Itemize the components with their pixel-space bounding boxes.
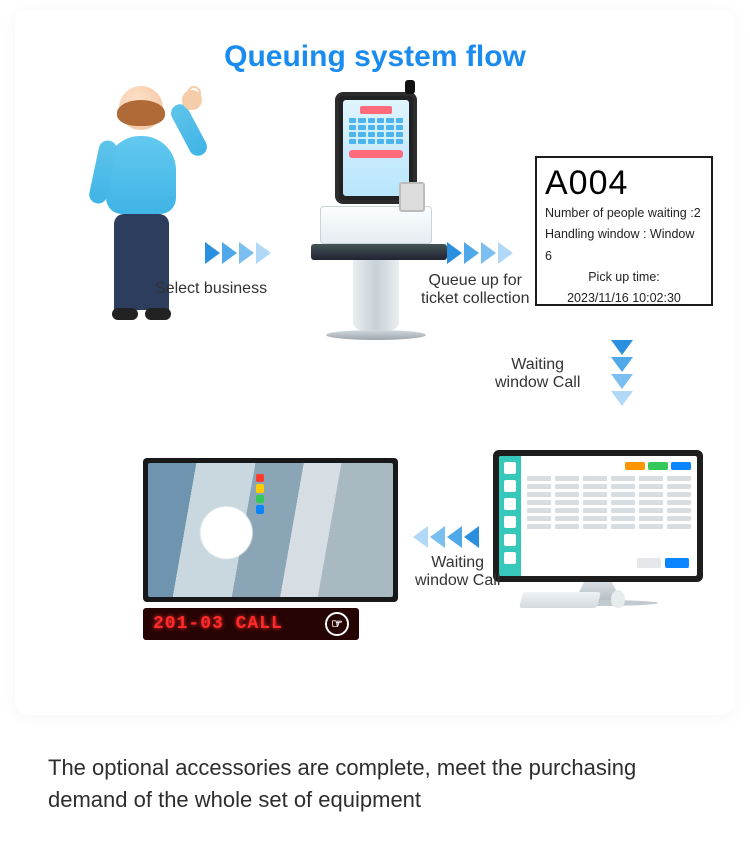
ticket-pickup-label: Pick up time: xyxy=(545,267,703,288)
footer-text: The optional accessories are complete, m… xyxy=(48,752,690,816)
flow-card: Queuing system flow Select business xyxy=(15,10,735,715)
keyboard xyxy=(519,592,601,608)
ticket-number: A004 xyxy=(545,164,703,203)
step-wall-display: 201-03 CALL ☞ xyxy=(143,458,398,640)
ticket-pickup-time: 2023/11/16 10:02:30 xyxy=(545,288,703,309)
ticket-waiting: Number of people waiting :2 xyxy=(545,203,703,224)
hand-icon: ☞ xyxy=(325,612,349,636)
mouse xyxy=(611,590,625,608)
arrow-5-6 xyxy=(413,526,479,548)
step-person xyxy=(81,106,201,351)
monitor-table xyxy=(527,476,691,529)
step-kiosk xyxy=(311,92,441,372)
monitor-pills xyxy=(625,462,691,470)
caption-step2: Queue up for ticket collection xyxy=(421,272,530,308)
arrow-1-2 xyxy=(205,242,271,264)
led-bar: 201-03 CALL ☞ xyxy=(143,608,359,640)
monitor-sidebar xyxy=(499,456,521,576)
caption-step4: Waiting window Call xyxy=(495,356,580,392)
step-monitor xyxy=(493,450,703,606)
caption-step5: Waiting window Call xyxy=(415,554,500,590)
step-ticket: A004 Number of people waiting :2 Handlin… xyxy=(535,156,713,306)
led-text: 201-03 CALL xyxy=(153,614,283,634)
ticket-window: Handling window : Window 6 xyxy=(545,224,703,267)
arrow-3-4 xyxy=(611,340,633,406)
arrow-2-3 xyxy=(447,242,513,264)
title: Queuing system flow xyxy=(37,40,713,74)
caption-step1: Select business xyxy=(155,280,267,298)
